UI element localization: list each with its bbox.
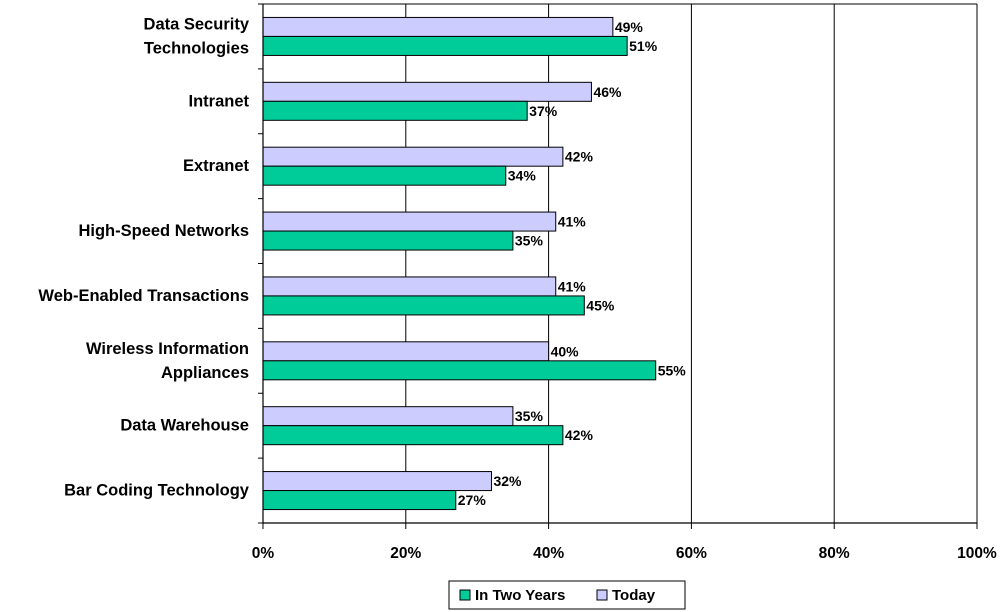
bar-in-two-years-web-enabled-transactions: [262, 295, 585, 316]
category-label: Data Warehouse: [120, 417, 249, 435]
bar-in-two-years-data-security-technologies: [262, 35, 628, 56]
category-label: Extranet: [183, 157, 250, 175]
x-tick-label: 0%: [252, 545, 275, 562]
category-label: Intranet: [188, 92, 249, 110]
bar-in-two-years-extranet: [262, 165, 507, 186]
data-label: 41%: [558, 214, 587, 230]
category-label: Technologies: [144, 39, 249, 57]
legend-label-in-two-years: In Two Years: [475, 587, 565, 604]
x-tick-label: 40%: [533, 545, 564, 562]
category-label: High-Speed Networks: [78, 222, 249, 240]
data-label: 41%: [558, 278, 587, 294]
category-label: Data Security: [144, 15, 250, 33]
bars: [262, 16, 657, 511]
data-label: 46%: [593, 84, 622, 100]
bar-today-bar-coding-technology: [262, 471, 492, 492]
legend-label-today: Today: [612, 587, 656, 604]
bar-in-two-years-intranet: [262, 100, 528, 121]
bar-today-extranet: [262, 146, 564, 167]
legend-swatch-today: [596, 589, 608, 601]
data-label: 42%: [565, 149, 594, 165]
data-label: 42%: [565, 427, 594, 443]
bar-today-web-enabled-transactions: [262, 276, 557, 297]
legend-box: [448, 580, 686, 610]
bar-in-two-years-data-warehouse: [262, 425, 564, 446]
legend-swatch-in-two-years: [459, 589, 471, 601]
category-label: Wireless Information: [86, 340, 249, 358]
bar-in-two-years-wireless-information-appliances: [262, 360, 657, 381]
data-label: 34%: [508, 168, 537, 184]
bar-in-two-years-high-speed-networks: [262, 230, 514, 251]
labels: 49% 51% Data Security Technologies 46% 37% Int…: [38, 15, 997, 562]
x-tick-label: 100%: [957, 545, 997, 562]
category-label: Web-Enabled Transactions: [38, 287, 249, 305]
data-label: 27%: [458, 492, 487, 508]
category-label: Bar Coding Technology: [64, 482, 250, 500]
bar-in-two-years-bar-coding-technology: [262, 490, 457, 511]
data-label: 37%: [529, 103, 558, 119]
bar-today-wireless-information-appliances: [262, 341, 550, 362]
data-label: 32%: [493, 473, 522, 489]
x-tick-label: 60%: [676, 545, 707, 562]
data-label: 45%: [586, 297, 615, 313]
bar-today-intranet: [262, 81, 592, 102]
data-label: 49%: [615, 19, 644, 35]
category-label: Appliances: [161, 364, 249, 382]
data-label: 35%: [515, 233, 544, 249]
data-label: 51%: [629, 38, 658, 54]
data-label: 35%: [515, 408, 544, 424]
data-label: 40%: [551, 343, 580, 359]
axes: [258, 3, 978, 529]
bar-today-high-speed-networks: [262, 211, 557, 232]
x-tick-label: 80%: [819, 545, 850, 562]
legend: In Two Years Today: [448, 580, 686, 610]
x-tick-label: 20%: [390, 545, 421, 562]
bar-today-data-security-technologies: [262, 16, 614, 37]
bar-today-data-warehouse: [262, 406, 514, 427]
data-label: 55%: [658, 362, 687, 378]
